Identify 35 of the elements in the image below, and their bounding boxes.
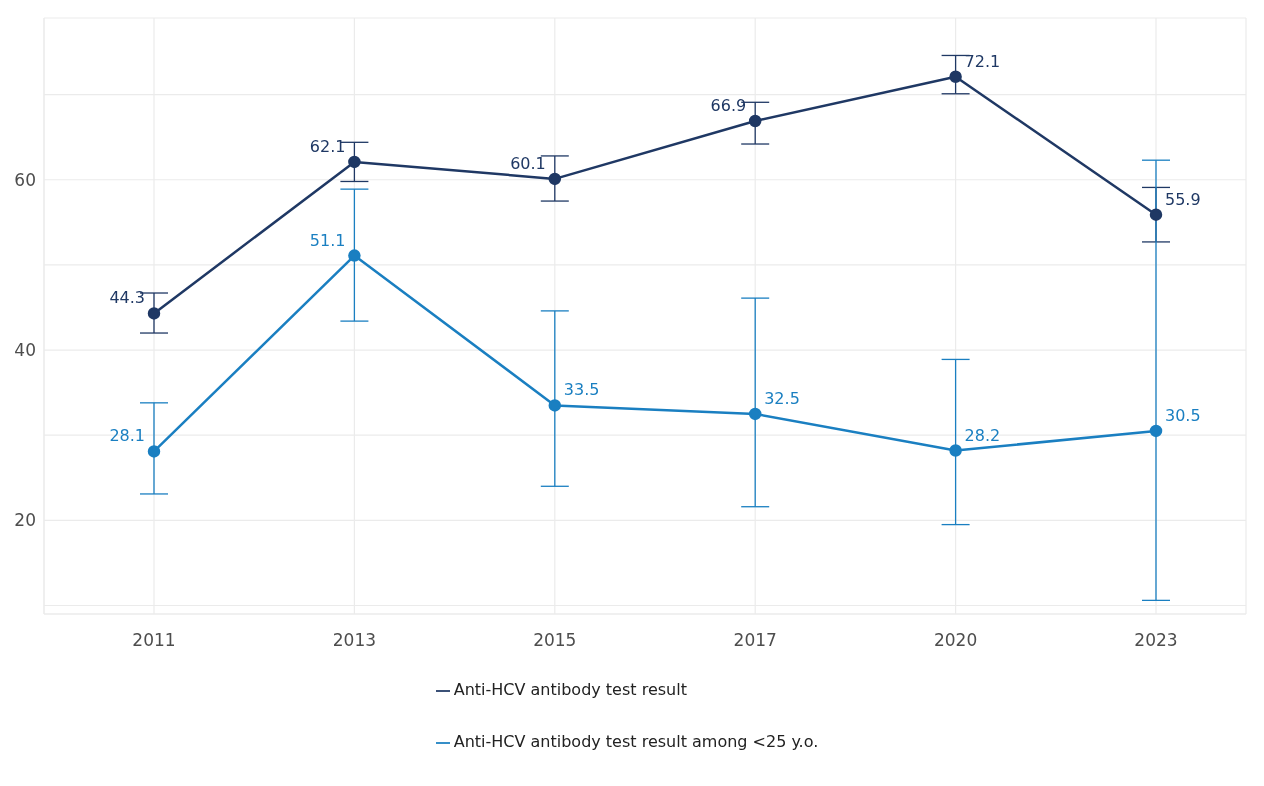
point <box>1149 424 1163 438</box>
point <box>348 155 361 169</box>
point <box>348 249 361 262</box>
x-tick-label: 2020 <box>933 630 978 651</box>
x-tick-label: 2011 <box>132 630 176 651</box>
data-label: 30.5 <box>1165 405 1201 425</box>
data-label: 32.5 <box>764 388 800 408</box>
data-label: 62.1 <box>309 136 346 156</box>
point <box>147 307 161 320</box>
data-label: 28.2 <box>964 425 1001 445</box>
x-tick-label: 2023 <box>1134 630 1178 651</box>
point <box>748 114 762 128</box>
y-tick-label: 40 <box>14 340 36 361</box>
point <box>748 407 762 421</box>
data-label: 66.9 <box>710 96 747 116</box>
legend-label: Anti-HCV antibody test result <box>453 680 687 699</box>
point <box>548 399 562 412</box>
y-tick-label: 60 <box>14 169 36 190</box>
data-label: 72.1 <box>964 51 1001 71</box>
data-label: 51.1 <box>309 230 346 250</box>
data-label: 55.9 <box>1165 189 1201 209</box>
data-label: 28.1 <box>109 426 145 446</box>
point <box>1149 208 1163 221</box>
point <box>147 445 161 458</box>
legend-label: Anti-HCV antibody test result among <25 y.o. <box>453 732 819 751</box>
point <box>949 444 962 457</box>
y-tick-label: 20 <box>14 510 36 531</box>
x-tick-label: 2017 <box>733 630 777 651</box>
x-tick-label: 2015 <box>533 630 577 651</box>
data-label: 44.3 <box>109 288 145 308</box>
data-label: 33.5 <box>563 380 600 400</box>
point <box>949 70 962 83</box>
x-tick-label: 2013 <box>332 630 377 651</box>
point <box>548 172 562 186</box>
data-label: 60.1 <box>510 153 546 173</box>
